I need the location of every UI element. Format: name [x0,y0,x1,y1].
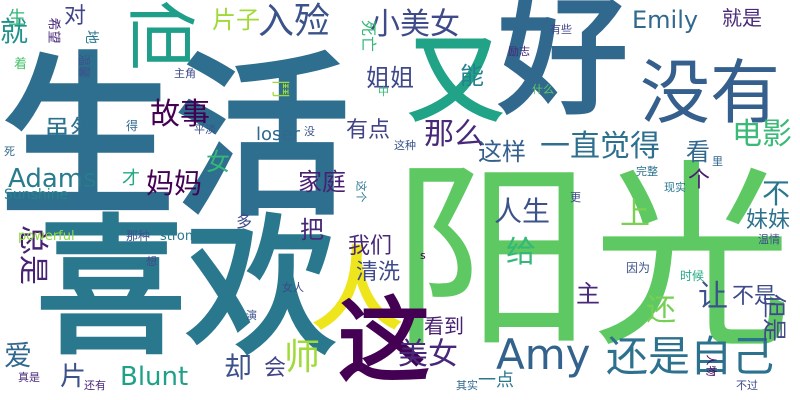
word-xianshi: 现实 [664,181,686,194]
word-geng: 更 [570,191,581,204]
word-buguo: 不过 [736,379,758,392]
word-pian: 片 [60,362,87,392]
word-yidian: 一点 [478,370,514,391]
word-li: 里 [712,155,723,168]
word-shihou: 时候 [680,269,705,283]
word-yan: 演 [246,309,257,322]
word-amy: Amy [496,330,591,379]
word-emily: Emily [632,6,699,34]
word-bu: 不 [762,177,791,210]
word-gushi: 故事 [150,97,210,132]
word-danshi: 但是 [760,294,788,342]
word-zhezhong: 这种 [394,139,416,152]
word-meiyou: 没有 [640,52,780,134]
word-zheyang: 这样 [478,138,526,166]
word-ai: 爱 [4,339,33,372]
word-zhujiao: 主角 [174,67,196,80]
word-mama: 妈妈 [146,167,203,200]
word-meinv: 美女 [398,337,458,372]
word-hao: 好 [498,0,629,133]
word-haiyou: 还有 [84,379,106,392]
word-loser: loser [256,124,300,145]
word-cai: 才 [122,168,140,189]
word-name: 那么 [424,117,484,152]
word-jiu: 就 [0,15,29,48]
word-neng: 能 [460,62,484,90]
word-si: 死 [4,145,15,158]
word-adams: Adams [8,164,97,194]
word-lizhi: 励志 [508,45,530,58]
word-shang: 上 [620,197,650,232]
word-nv: 女 [206,148,230,176]
word-women: 我们 [348,234,393,259]
word-dianying: 电影 [732,117,792,152]
word-zhenshi: 真是 [18,371,40,384]
word-que: 却 [224,351,253,384]
word-renwu: 人物 [704,354,718,377]
word-xiwang: 希望 [45,17,61,44]
word-sunshine: Sunshine [4,187,69,203]
word-zhe: 这 [338,288,431,395]
word-di: 地 [83,30,99,44]
word-siwang: 死亡 [359,19,379,53]
word-blunt: Blunt [120,362,189,392]
word-youdian: 有点 [346,118,391,143]
word-jiushi: 就是 [722,6,762,30]
word-suiran: 虽然 [44,116,97,146]
word-meimei: 妹妹 [746,208,791,233]
word-dou: 鬥 [269,80,290,98]
word-pianzi: 片子 [212,6,260,34]
word-youxie: 有些 [550,23,572,36]
word-rulian: 入殓 [258,1,331,42]
word-bushi: 不是 [732,284,777,309]
word-nvren: 女人 [282,281,304,294]
word-zhege: 这个 [354,180,368,203]
word-xiaomeinv: 小美女 [370,7,460,42]
word-rang: 让 [698,279,728,314]
word-shenme: 什么 [532,83,554,96]
word-hui: 会 [264,356,287,381]
word-de: 得 [126,119,139,133]
word-pingdan: 平淡 [194,123,216,136]
word-ge: 个 [688,168,711,193]
word-sheng-small: 生 [8,8,26,29]
word-wanzheng: 完整 [636,165,658,178]
word-gei: 给 [506,235,536,270]
word-haishiziji: 还是自己 [606,332,775,381]
word-kan: 看 [686,138,710,166]
word-wenxin: 温馨 [77,53,92,79]
word-powerful: powerful [18,229,75,244]
word-shi: 师 [284,337,321,378]
word-rensheng: 人生 [494,195,551,228]
word-mei: 没 [304,125,315,138]
word-qingxi: 清洗 [356,260,401,285]
word-yangguang: 阳光 [392,143,793,376]
word-qishi: 其实 [456,379,478,392]
word-shenghuo: 生活 [0,38,350,241]
word-ren: 人 [312,238,402,343]
word-zhu: 主 [576,280,600,308]
word-dan: 但 [119,0,201,70]
word-zhong: 中 [378,85,389,98]
word-dui: 对 [64,4,87,29]
word-wenqing: 温情 [758,233,780,246]
word-jiating: 家庭 [298,168,346,196]
word-jiejie: 姐姐 [366,64,414,92]
word-kandao: 看到 [424,314,464,338]
word-s: s [420,249,426,262]
word-hai: 还 [646,293,676,328]
word-xiang: 想 [146,255,157,268]
word-xihuan: 喜欢 [36,202,337,376]
word-ba: 把 [300,216,324,244]
word-yinwei: 因为 [626,261,651,275]
word-yizhijuede: 一直觉得 [540,129,660,164]
word-duo: 多 [236,212,253,231]
word-strong: strong [160,229,202,244]
word-zhe-small: 着 [14,57,28,72]
word-nazhong: 那种 [126,229,151,243]
word-you: 又 [408,26,504,136]
